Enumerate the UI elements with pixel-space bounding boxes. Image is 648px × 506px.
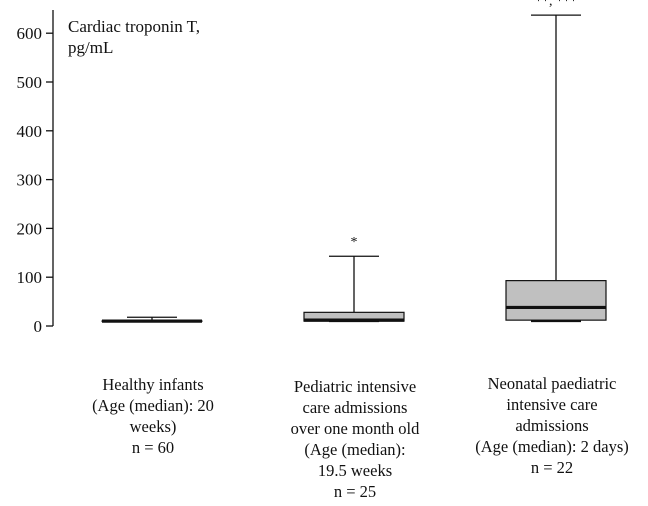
category-label-line: n = 22: [530, 458, 574, 477]
category-label-line: (Age (median): 20: [92, 396, 214, 415]
y-axis-label-line: Cardiac troponin T,: [68, 17, 201, 36]
y-tick-label: 300: [17, 171, 43, 190]
category-label-line: Healthy infants: [102, 375, 204, 394]
category-label-pediatric-icu: Pediatric intensive care admissions over…: [255, 376, 455, 502]
category-label-line: care admissions: [302, 398, 408, 417]
y-tick-label: 400: [17, 122, 43, 141]
y-tick-label: 200: [17, 219, 43, 238]
y-tick-label: 600: [17, 24, 43, 43]
y-tick-label: 100: [17, 268, 43, 287]
y-axis-label: Cardiac troponin T, pg/mL: [68, 16, 268, 58]
y-tick-label: 0: [34, 317, 43, 336]
box-iqr: [505, 280, 607, 321]
y-tick-label: 500: [17, 73, 43, 92]
category-label-line: Neonatal paediatric: [487, 374, 617, 393]
significance-marker: *: [351, 235, 358, 250]
category-label-line: 19.5 weeks: [317, 461, 393, 480]
category-label-line: weeks): [129, 417, 177, 436]
category-label-line: (Age (median):: [304, 440, 406, 459]
category-label-line: admissions: [515, 416, 589, 435]
category-label-line: over one month old: [290, 419, 420, 438]
category-label-line: n = 60: [131, 438, 175, 457]
significance-marker: **, ***: [535, 0, 577, 9]
y-axis-label-line: pg/mL: [68, 38, 114, 57]
category-label-healthy-infants: Healthy infants (Age (median): 20 weeks)…: [53, 374, 253, 458]
category-label-neonatal-picu: Neonatal paediatric intensive care admis…: [452, 373, 648, 478]
category-label-line: intensive care: [506, 395, 598, 414]
category-label-line: Pediatric intensive: [293, 377, 417, 396]
category-label-line: (Age (median): 2 days): [475, 437, 629, 456]
category-label-line: n = 25: [333, 482, 377, 501]
